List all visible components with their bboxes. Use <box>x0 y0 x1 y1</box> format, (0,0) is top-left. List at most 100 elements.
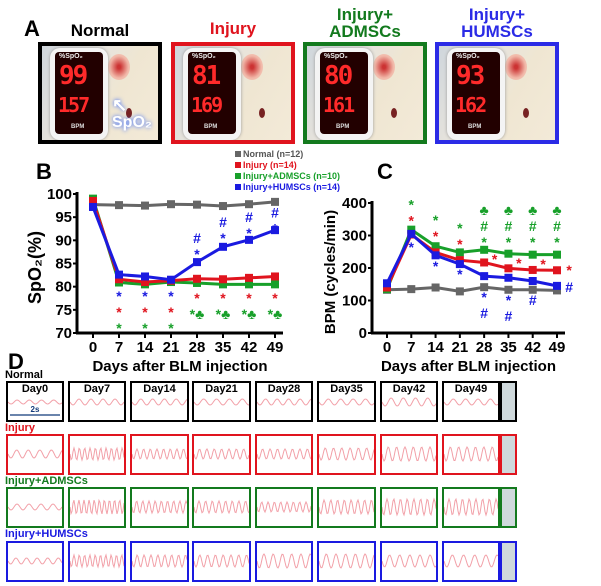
legend-label: Normal (n=12) <box>243 149 304 159</box>
data-point <box>455 248 464 257</box>
waveform-path <box>382 445 436 463</box>
legend-item: Normal (n=12) <box>235 149 303 160</box>
ppg-trace-cell <box>68 434 126 475</box>
legend-swatch <box>235 151 241 157</box>
bpm-reading: 161 <box>323 93 355 117</box>
data-point <box>480 283 489 292</box>
oximeter-photo: %SpO₂ 81 169 BPM <box>171 42 295 144</box>
waveform-path <box>444 497 498 517</box>
x-axis-title: Days after BLM injection <box>92 358 267 375</box>
significance-marker: * <box>116 304 122 320</box>
data-point <box>219 280 227 289</box>
data-point <box>245 200 253 209</box>
significance-marker: # <box>553 218 561 234</box>
ppg-waveform <box>382 554 436 568</box>
trace-edge-strip <box>500 434 517 475</box>
x-tick-label: 35 <box>500 339 517 356</box>
bpm-reading: 157 <box>58 93 90 117</box>
photo-title-line: ADMSCs <box>329 22 401 41</box>
row-label: Normal <box>5 369 43 381</box>
photo-title: Injury+ HUMSCs <box>437 6 557 40</box>
x-tick-label: 35 <box>215 339 232 356</box>
bpm-unit-label: BPM <box>71 124 85 130</box>
ppg-trace-cell: Day35 <box>317 381 376 422</box>
ppg-waveform <box>257 448 311 460</box>
significance-marker: # <box>245 209 253 225</box>
data-point <box>480 245 489 254</box>
significance-marker: * <box>116 288 122 304</box>
significance-marker: *♣ <box>216 306 231 322</box>
scale-bar-label: 2s <box>31 405 40 414</box>
data-point <box>504 249 513 258</box>
data-point <box>480 272 489 281</box>
x-tick-label: 49 <box>549 339 566 356</box>
series-path <box>91 200 276 284</box>
series-line <box>89 197 279 211</box>
ppg-trace-cell <box>255 434 313 475</box>
data-point <box>219 202 227 211</box>
waveform-path <box>70 498 124 516</box>
waveform-path <box>319 398 374 406</box>
significance-marker: * <box>457 220 463 236</box>
data-point <box>271 272 279 281</box>
y-tick-label: 70 <box>55 325 72 342</box>
data-point <box>193 258 201 267</box>
photo-title-line: Normal <box>70 21 130 40</box>
data-point <box>271 197 279 206</box>
waveform-path <box>194 398 249 406</box>
significance-marker: * <box>409 197 415 213</box>
series-path <box>385 227 557 290</box>
rat-eye <box>259 108 265 118</box>
ppg-waveform <box>382 445 436 463</box>
oximeter-screen: %SpO₂ 93 162 BPM <box>452 52 500 134</box>
significance-marker: * <box>272 290 278 306</box>
data-point <box>115 275 123 284</box>
waveform-path <box>8 449 62 459</box>
rat-eye <box>391 108 397 118</box>
ppg-trace-cell <box>380 434 438 475</box>
legend-swatch <box>235 173 241 179</box>
y-tick-label: 400 <box>342 195 367 212</box>
significance-marker: * <box>409 239 415 255</box>
panel-b-label: B <box>36 159 52 184</box>
data-point <box>167 200 175 209</box>
data-point <box>528 277 537 285</box>
series-path <box>92 200 276 208</box>
y-tick-label: 100 <box>342 293 367 310</box>
x-tick-label: 42 <box>241 339 258 356</box>
y-tick-label: 95 <box>55 209 72 226</box>
ppg-waveform <box>319 398 374 406</box>
waveform-path <box>194 448 249 460</box>
photo-title-line: Injury+ <box>468 5 526 24</box>
rat-eye <box>126 108 132 118</box>
trace-edge-strip <box>500 487 517 528</box>
significance-marker: *♣ <box>268 306 283 322</box>
panel-d-label: D <box>8 349 24 374</box>
ppg-trace-cell <box>192 541 251 582</box>
pulse-oximeter: %SpO₂ 93 162 BPM <box>447 48 505 140</box>
significance-marker: * <box>457 266 463 282</box>
ppg-waveform <box>8 557 62 565</box>
y-tick-label: 80 <box>55 279 72 296</box>
ppg-trace-cell <box>6 434 64 475</box>
significance-marker: * <box>272 221 278 237</box>
significance-marker: # <box>480 305 488 321</box>
legend-label: Injury+HUMSCs (n=14) <box>243 182 341 192</box>
significance-marker: * <box>409 213 415 229</box>
significance-marker: * <box>116 320 122 336</box>
data-point <box>407 285 416 294</box>
data-point <box>115 201 123 210</box>
significance-marker: * <box>142 288 148 304</box>
day-label: Day0 <box>21 383 49 395</box>
day-label: Day7 <box>83 383 111 395</box>
significance-marker: # <box>505 218 513 234</box>
ppg-trace-cell: Day14 <box>130 381 189 422</box>
legend-label: Injury (n=14) <box>243 160 297 170</box>
ppg-waveform <box>257 553 311 569</box>
significance-marker: # <box>565 279 573 295</box>
waveform-path <box>382 397 436 407</box>
bpm-unit-label: BPM <box>204 124 218 130</box>
data-point <box>193 200 201 209</box>
significance-marker: * <box>220 230 226 246</box>
